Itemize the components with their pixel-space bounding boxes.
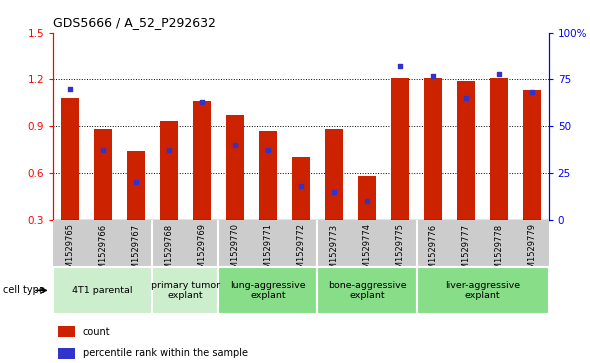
Text: GSM1529778: GSM1529778 xyxy=(494,223,504,280)
Point xyxy=(263,147,273,153)
Text: percentile rank within the sample: percentile rank within the sample xyxy=(83,348,248,358)
Text: GSM1529779: GSM1529779 xyxy=(527,223,537,280)
Text: liver-aggressive
explant: liver-aggressive explant xyxy=(445,281,520,300)
Point xyxy=(362,198,372,204)
Text: primary tumor
explant: primary tumor explant xyxy=(150,281,220,300)
Bar xyxy=(292,157,310,220)
Text: GSM1529775: GSM1529775 xyxy=(395,223,405,280)
Point xyxy=(197,99,206,105)
Text: count: count xyxy=(83,327,110,337)
Text: GSM1529771: GSM1529771 xyxy=(263,223,273,280)
Point xyxy=(230,142,240,148)
Bar xyxy=(127,151,145,220)
Bar xyxy=(391,78,409,220)
Point xyxy=(164,147,173,153)
Bar xyxy=(457,81,475,220)
Bar xyxy=(94,129,112,220)
Point xyxy=(395,64,405,69)
Text: GSM1529768: GSM1529768 xyxy=(164,223,173,280)
Bar xyxy=(160,122,178,220)
Point xyxy=(98,147,107,153)
Bar xyxy=(152,267,218,314)
Bar xyxy=(226,115,244,220)
Text: GDS5666 / A_52_P292632: GDS5666 / A_52_P292632 xyxy=(53,16,216,29)
Bar xyxy=(317,267,417,314)
Bar xyxy=(424,78,442,220)
Bar xyxy=(325,129,343,220)
Point xyxy=(428,73,438,78)
Bar xyxy=(58,326,76,337)
Bar xyxy=(417,267,549,314)
Text: lung-aggressive
explant: lung-aggressive explant xyxy=(230,281,306,300)
Point xyxy=(296,183,306,189)
Text: 4T1 parental: 4T1 parental xyxy=(73,286,133,295)
Bar xyxy=(58,348,76,359)
Text: cell type: cell type xyxy=(3,285,45,295)
Bar xyxy=(218,267,317,314)
Bar xyxy=(61,98,78,220)
Text: bone-aggressive
explant: bone-aggressive explant xyxy=(327,281,407,300)
Text: GSM1529776: GSM1529776 xyxy=(428,223,438,280)
Bar xyxy=(193,101,211,220)
Bar xyxy=(358,176,376,220)
Bar xyxy=(523,90,541,220)
Point xyxy=(131,179,140,185)
Bar xyxy=(490,78,508,220)
Text: GSM1529774: GSM1529774 xyxy=(362,223,372,280)
Point xyxy=(494,71,504,77)
Text: GSM1529777: GSM1529777 xyxy=(461,223,471,280)
Text: GSM1529765: GSM1529765 xyxy=(65,223,74,280)
Bar xyxy=(53,267,152,314)
Text: GSM1529773: GSM1529773 xyxy=(329,223,339,280)
Text: GSM1529767: GSM1529767 xyxy=(131,223,140,280)
Text: GSM1529772: GSM1529772 xyxy=(296,223,306,280)
Bar xyxy=(259,131,277,220)
Text: GSM1529766: GSM1529766 xyxy=(98,223,107,280)
Text: GSM1529770: GSM1529770 xyxy=(230,223,240,280)
Point xyxy=(461,95,471,101)
Text: GSM1529769: GSM1529769 xyxy=(197,223,206,280)
Point xyxy=(65,86,74,92)
Point xyxy=(527,90,537,95)
Point xyxy=(329,189,339,195)
